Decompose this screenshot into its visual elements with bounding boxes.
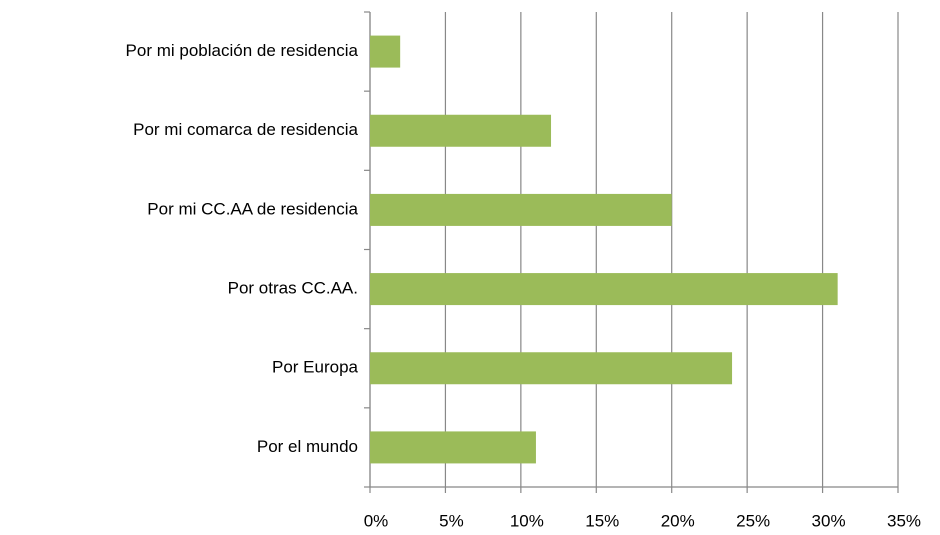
y-tick-label: Por el mundo (257, 437, 358, 456)
y-tick-label: Por mi población de residencia (126, 41, 359, 60)
x-tick-label: 15% (585, 511, 619, 530)
y-tick-label: Por mi comarca de residencia (133, 120, 358, 139)
bar (370, 193, 672, 226)
x-tick-label: 25% (736, 511, 770, 530)
x-tick-label: 30% (812, 511, 846, 530)
bar (370, 431, 536, 464)
x-tick-label: 20% (661, 511, 695, 530)
bar (370, 35, 401, 68)
bar (370, 273, 838, 306)
y-tick-label: Por Europa (272, 358, 359, 377)
bar (370, 352, 733, 385)
x-tick-label: 0% (364, 511, 389, 530)
y-tick-label: Por otras CC.AA. (228, 279, 358, 298)
x-tick-label: 5% (439, 511, 464, 530)
x-tick-label: 35% (887, 511, 921, 530)
x-tick-label: 10% (510, 511, 544, 530)
y-tick-label: Por mi CC.AA de residencia (147, 199, 358, 218)
bar (370, 114, 552, 147)
